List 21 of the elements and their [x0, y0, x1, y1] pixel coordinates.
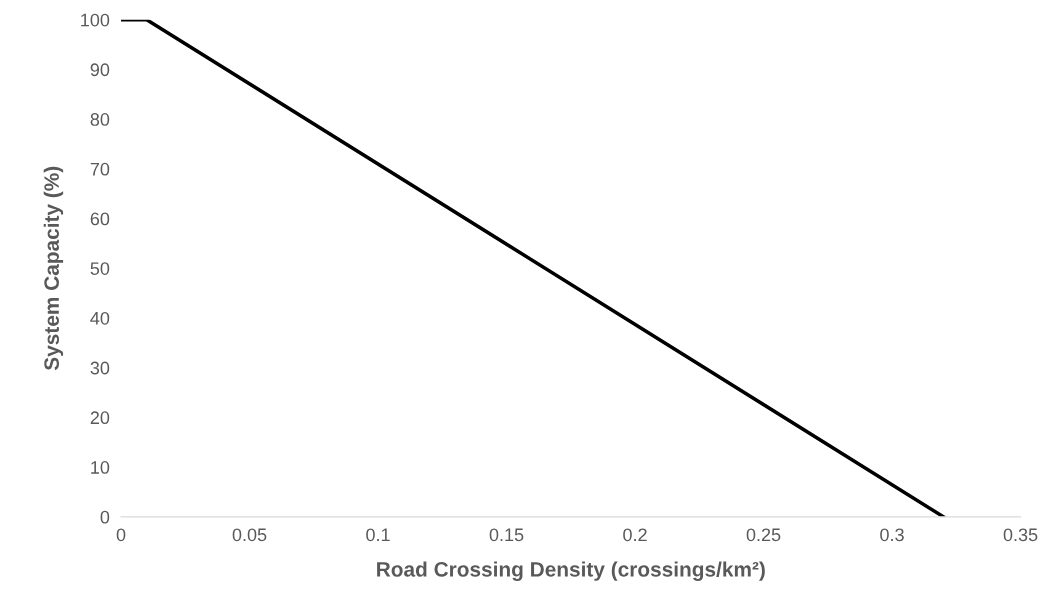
x-tick-label: 0.35 — [1003, 528, 1038, 542]
y-tick-label: 80 — [90, 113, 110, 126]
x-tick-label: 0.1 — [366, 528, 390, 542]
y-axis-title: System Capacity (%) — [43, 166, 64, 371]
y-tick-label: 0 — [100, 510, 110, 524]
y-tick-label: 10 — [91, 461, 110, 474]
x-tick-label: 0.25 — [746, 528, 781, 542]
y-tick-label: 90 — [90, 63, 110, 77]
x-tick-label: 0.05 — [232, 528, 267, 542]
y-tick-label: 20 — [90, 411, 110, 425]
y-tick-label: 50 — [90, 262, 110, 275]
x-tick-label: 0.15 — [489, 528, 524, 542]
x-tick-label: 0.2 — [623, 528, 647, 542]
x-axis-title: Road Crossing Density (crossings/km²) — [377, 561, 765, 581]
y-tick-label: 60 — [90, 212, 110, 226]
y-tick-label: 40 — [90, 311, 110, 325]
y-tick-label: 70 — [90, 162, 110, 176]
y-tick-label: 100 — [81, 13, 110, 27]
x-tick-label: 0 — [116, 528, 126, 542]
y-tick-label: 30 — [90, 361, 110, 375]
x-tick-label: 0.3 — [880, 528, 904, 542]
